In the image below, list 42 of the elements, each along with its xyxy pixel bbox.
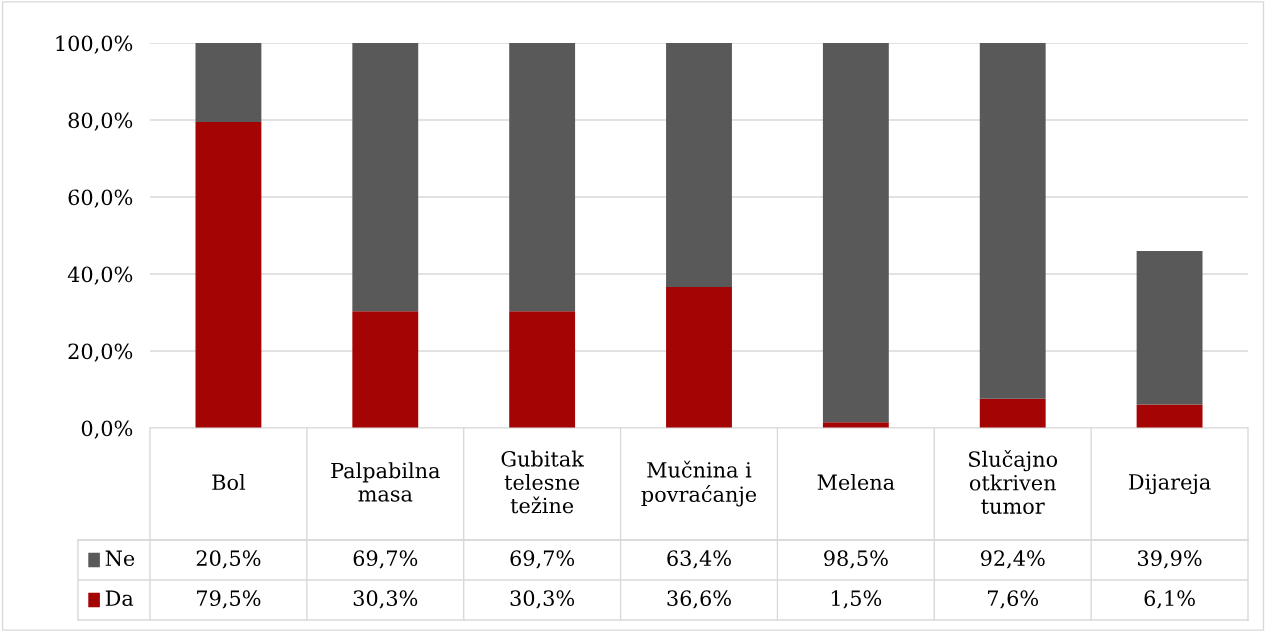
bar: [352, 43, 419, 312]
x-tick-label: Dijareja: [1129, 474, 1211, 495]
data-label: 1,5%: [831, 590, 882, 609]
bar: [195, 43, 262, 122]
bar: [509, 311, 576, 428]
bar: [1136, 404, 1203, 428]
y-tick-label: 20,0%: [68, 343, 133, 362]
bar: [666, 287, 732, 428]
y-tick-label: 60,0%: [68, 189, 133, 208]
bar: [195, 121, 262, 428]
data-label: 92,4%: [980, 550, 1045, 569]
x-tick-label: Gubitak telesne težine: [501, 450, 585, 514]
legend-label: Da: [105, 590, 134, 607]
legend-label: Ne: [105, 550, 135, 567]
bar: [352, 311, 419, 428]
bar: [822, 43, 889, 423]
data-label: 6,1%: [1144, 590, 1195, 609]
bar: [509, 43, 576, 312]
x-tick-label: Slučajno otkriven tumor: [969, 450, 1058, 514]
y-tick-label: 40,0%: [67, 266, 133, 285]
data-label: 36,6%: [667, 590, 731, 609]
y-tick-label: 100,0%: [56, 35, 133, 54]
data-label: 69,7%: [510, 550, 575, 569]
data-label: 79,5%: [197, 590, 261, 609]
bar: [979, 398, 1046, 428]
data-label: 98,5%: [824, 550, 888, 569]
data-label: 63,4%: [667, 550, 731, 569]
bar: [1136, 250, 1203, 405]
bar: [979, 43, 1046, 399]
y-tick-label: 80,0%: [68, 112, 133, 131]
data-label: 30,3%: [353, 590, 418, 609]
data-label: 30,3%: [510, 590, 575, 609]
bar: [666, 43, 732, 288]
y-tick-label: 0,0%: [81, 420, 133, 439]
x-tick-label: Mučnina i povraćanje: [641, 460, 757, 507]
x-tick-label: Palpabilna masa: [331, 462, 440, 502]
data-label: 39,9%: [1138, 550, 1202, 569]
data-label: 69,7%: [353, 550, 418, 569]
x-tick-label: Melena: [817, 473, 895, 491]
data-label: 7,6%: [988, 590, 1039, 609]
data-label: 20,5%: [196, 550, 261, 569]
x-tick-label: Bol: [212, 473, 246, 491]
